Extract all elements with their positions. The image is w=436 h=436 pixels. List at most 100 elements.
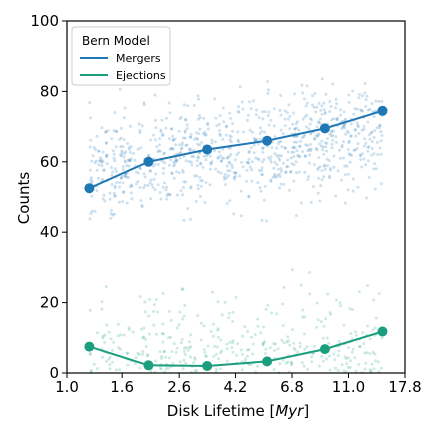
scatter-point	[248, 150, 251, 153]
scatter-point	[98, 159, 102, 163]
scatter-point	[231, 350, 235, 354]
scatter-point	[277, 156, 281, 160]
scatter-point	[236, 130, 240, 134]
scatter-point	[189, 147, 192, 151]
scatter-point	[105, 155, 108, 159]
scatter-point	[90, 176, 93, 180]
scatter-point	[124, 150, 128, 154]
scatter-point	[252, 136, 256, 140]
scatter-point	[252, 99, 255, 103]
series-lines	[88, 109, 383, 368]
scatter-point	[282, 161, 285, 165]
scatter-point	[293, 127, 297, 131]
scatter-point	[164, 126, 168, 130]
scatter-point	[343, 355, 347, 359]
scatter-point	[271, 175, 275, 179]
y-axis-title: Counts	[15, 172, 33, 225]
scatter-point	[301, 150, 305, 153]
scatter-point	[254, 156, 258, 160]
scatter-point	[258, 169, 261, 172]
scatter-point	[326, 137, 330, 140]
scatter-point	[300, 136, 304, 140]
scatter-point	[328, 110, 332, 114]
scatter-point	[364, 98, 368, 102]
scatter-point	[110, 166, 113, 169]
scatter-point	[353, 107, 357, 111]
scatter-point	[269, 178, 273, 182]
scatter-point	[240, 368, 244, 372]
scatter-point	[284, 171, 288, 175]
scatter-point	[264, 219, 268, 223]
legend-title: Bern Model	[82, 34, 150, 48]
scatter-point	[153, 138, 157, 142]
scatter-point	[212, 354, 216, 358]
scatter-point	[143, 175, 147, 179]
scatter-point	[172, 164, 175, 168]
scatter-point	[309, 132, 313, 136]
scatter-point	[353, 128, 357, 132]
scatter-point	[178, 310, 182, 314]
scatter-point	[267, 88, 270, 92]
scatter-point	[119, 153, 122, 157]
scatter-point	[251, 342, 255, 346]
scatter-point	[198, 143, 202, 147]
scatter-point	[189, 135, 193, 139]
scatter-point	[215, 345, 219, 349]
scatter-point	[100, 164, 104, 168]
scatter-point	[155, 332, 159, 336]
scatter-point	[346, 188, 350, 192]
scatter-point	[206, 344, 210, 348]
scatter-point	[118, 185, 121, 189]
scatter-point	[352, 148, 356, 152]
scatter-point	[278, 175, 282, 179]
scatter-point	[284, 170, 288, 174]
scatter-point	[177, 143, 181, 147]
scatter-point	[293, 92, 296, 96]
scatter-point	[260, 169, 264, 172]
scatter-point	[320, 104, 324, 108]
scatter-point	[279, 139, 283, 143]
scatter-point	[95, 189, 99, 193]
scatter-point	[111, 149, 115, 153]
scatter-point	[182, 154, 186, 158]
marker-ejections	[84, 341, 95, 352]
scatter-point	[285, 111, 289, 115]
scatter-point	[282, 285, 286, 289]
scatter-point	[102, 168, 106, 172]
scatter-point	[123, 152, 127, 156]
scatter-point	[297, 170, 301, 174]
scatter-point	[309, 200, 313, 204]
scatter-point	[118, 87, 122, 91]
scatter-point	[354, 128, 357, 132]
scatter-point	[261, 343, 265, 347]
scatter-point	[376, 140, 379, 144]
scatter-point	[178, 360, 182, 364]
scatter-point	[139, 199, 143, 203]
scatter-point	[262, 325, 266, 329]
scatter-point	[156, 183, 160, 187]
scatter-point	[181, 287, 184, 291]
scatter-point	[238, 85, 242, 89]
plot-frame	[66, 20, 406, 374]
scatter-point	[155, 145, 159, 149]
scatter-point	[277, 140, 281, 144]
scatter-point	[160, 354, 164, 358]
scatter-point	[129, 124, 133, 128]
scatter-point	[262, 198, 266, 202]
scatter-point	[296, 154, 300, 157]
legend-box	[71, 26, 171, 86]
scatter-point	[377, 292, 381, 295]
scatter-point	[303, 155, 307, 158]
scatter-point	[169, 318, 173, 322]
scatter-point	[189, 160, 193, 164]
scatter-point	[138, 128, 142, 132]
scatter-point	[255, 108, 259, 112]
scatter-point	[373, 187, 377, 191]
scatter-point	[261, 160, 264, 164]
scatter-point	[171, 362, 175, 366]
scatter-point	[354, 333, 358, 337]
scatter-point	[328, 311, 332, 315]
scatter-point	[129, 159, 133, 163]
scatter-point	[279, 182, 283, 186]
scatter-point	[283, 117, 287, 121]
